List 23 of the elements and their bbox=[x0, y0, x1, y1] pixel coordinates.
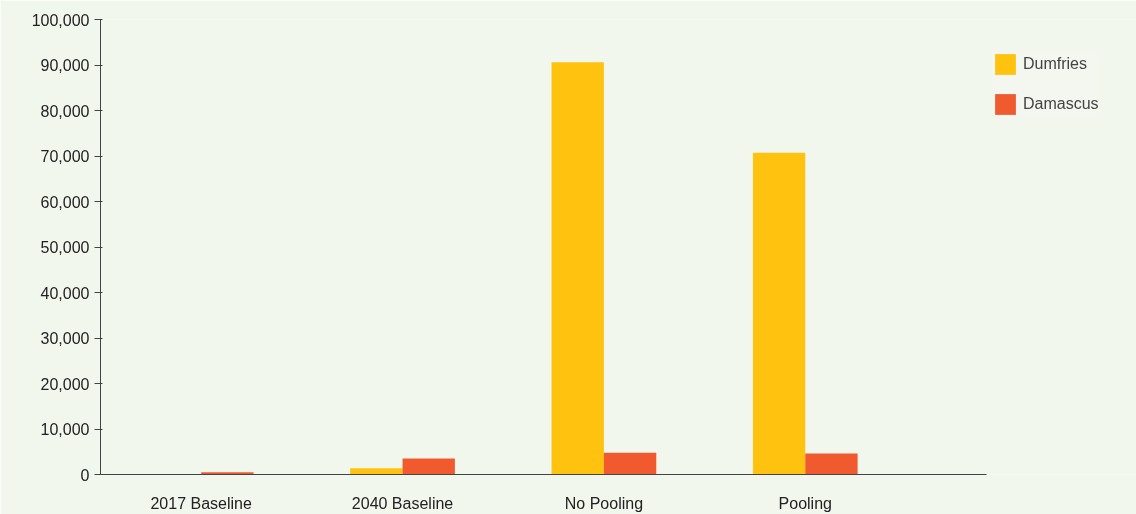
y-tick-label: 50,000 bbox=[40, 239, 90, 256]
bar bbox=[350, 468, 403, 475]
x-tick-label: 2017 Baseline bbox=[150, 494, 252, 512]
y-tick-label: 10,000 bbox=[40, 421, 90, 438]
legend-label: Dumfries bbox=[1023, 55, 1088, 73]
legend-label: Damascus bbox=[1023, 95, 1099, 113]
y-tick-label: 30,000 bbox=[40, 330, 90, 347]
bar bbox=[805, 453, 858, 475]
y-tick-label: 80,000 bbox=[40, 102, 90, 120]
x-tick-label: Pooling bbox=[778, 494, 832, 512]
y-tick-label: 40,000 bbox=[40, 284, 90, 302]
x-tick-label: No Pooling bbox=[564, 494, 644, 512]
bar bbox=[752, 152, 806, 475]
y-tick-label: 20,000 bbox=[40, 375, 90, 393]
bar bbox=[402, 458, 455, 475]
y-tick-label: 100,000 bbox=[31, 11, 90, 29]
y-tick-label: 0 bbox=[80, 466, 90, 484]
y-tick-label: 90,000 bbox=[40, 57, 90, 74]
y-tick-label: 70,000 bbox=[40, 148, 90, 165]
y-tick-label: 60,000 bbox=[40, 193, 90, 211]
bar bbox=[551, 62, 604, 475]
x-tick-label: 2040 Baseline bbox=[351, 494, 454, 512]
bar bbox=[603, 452, 657, 475]
